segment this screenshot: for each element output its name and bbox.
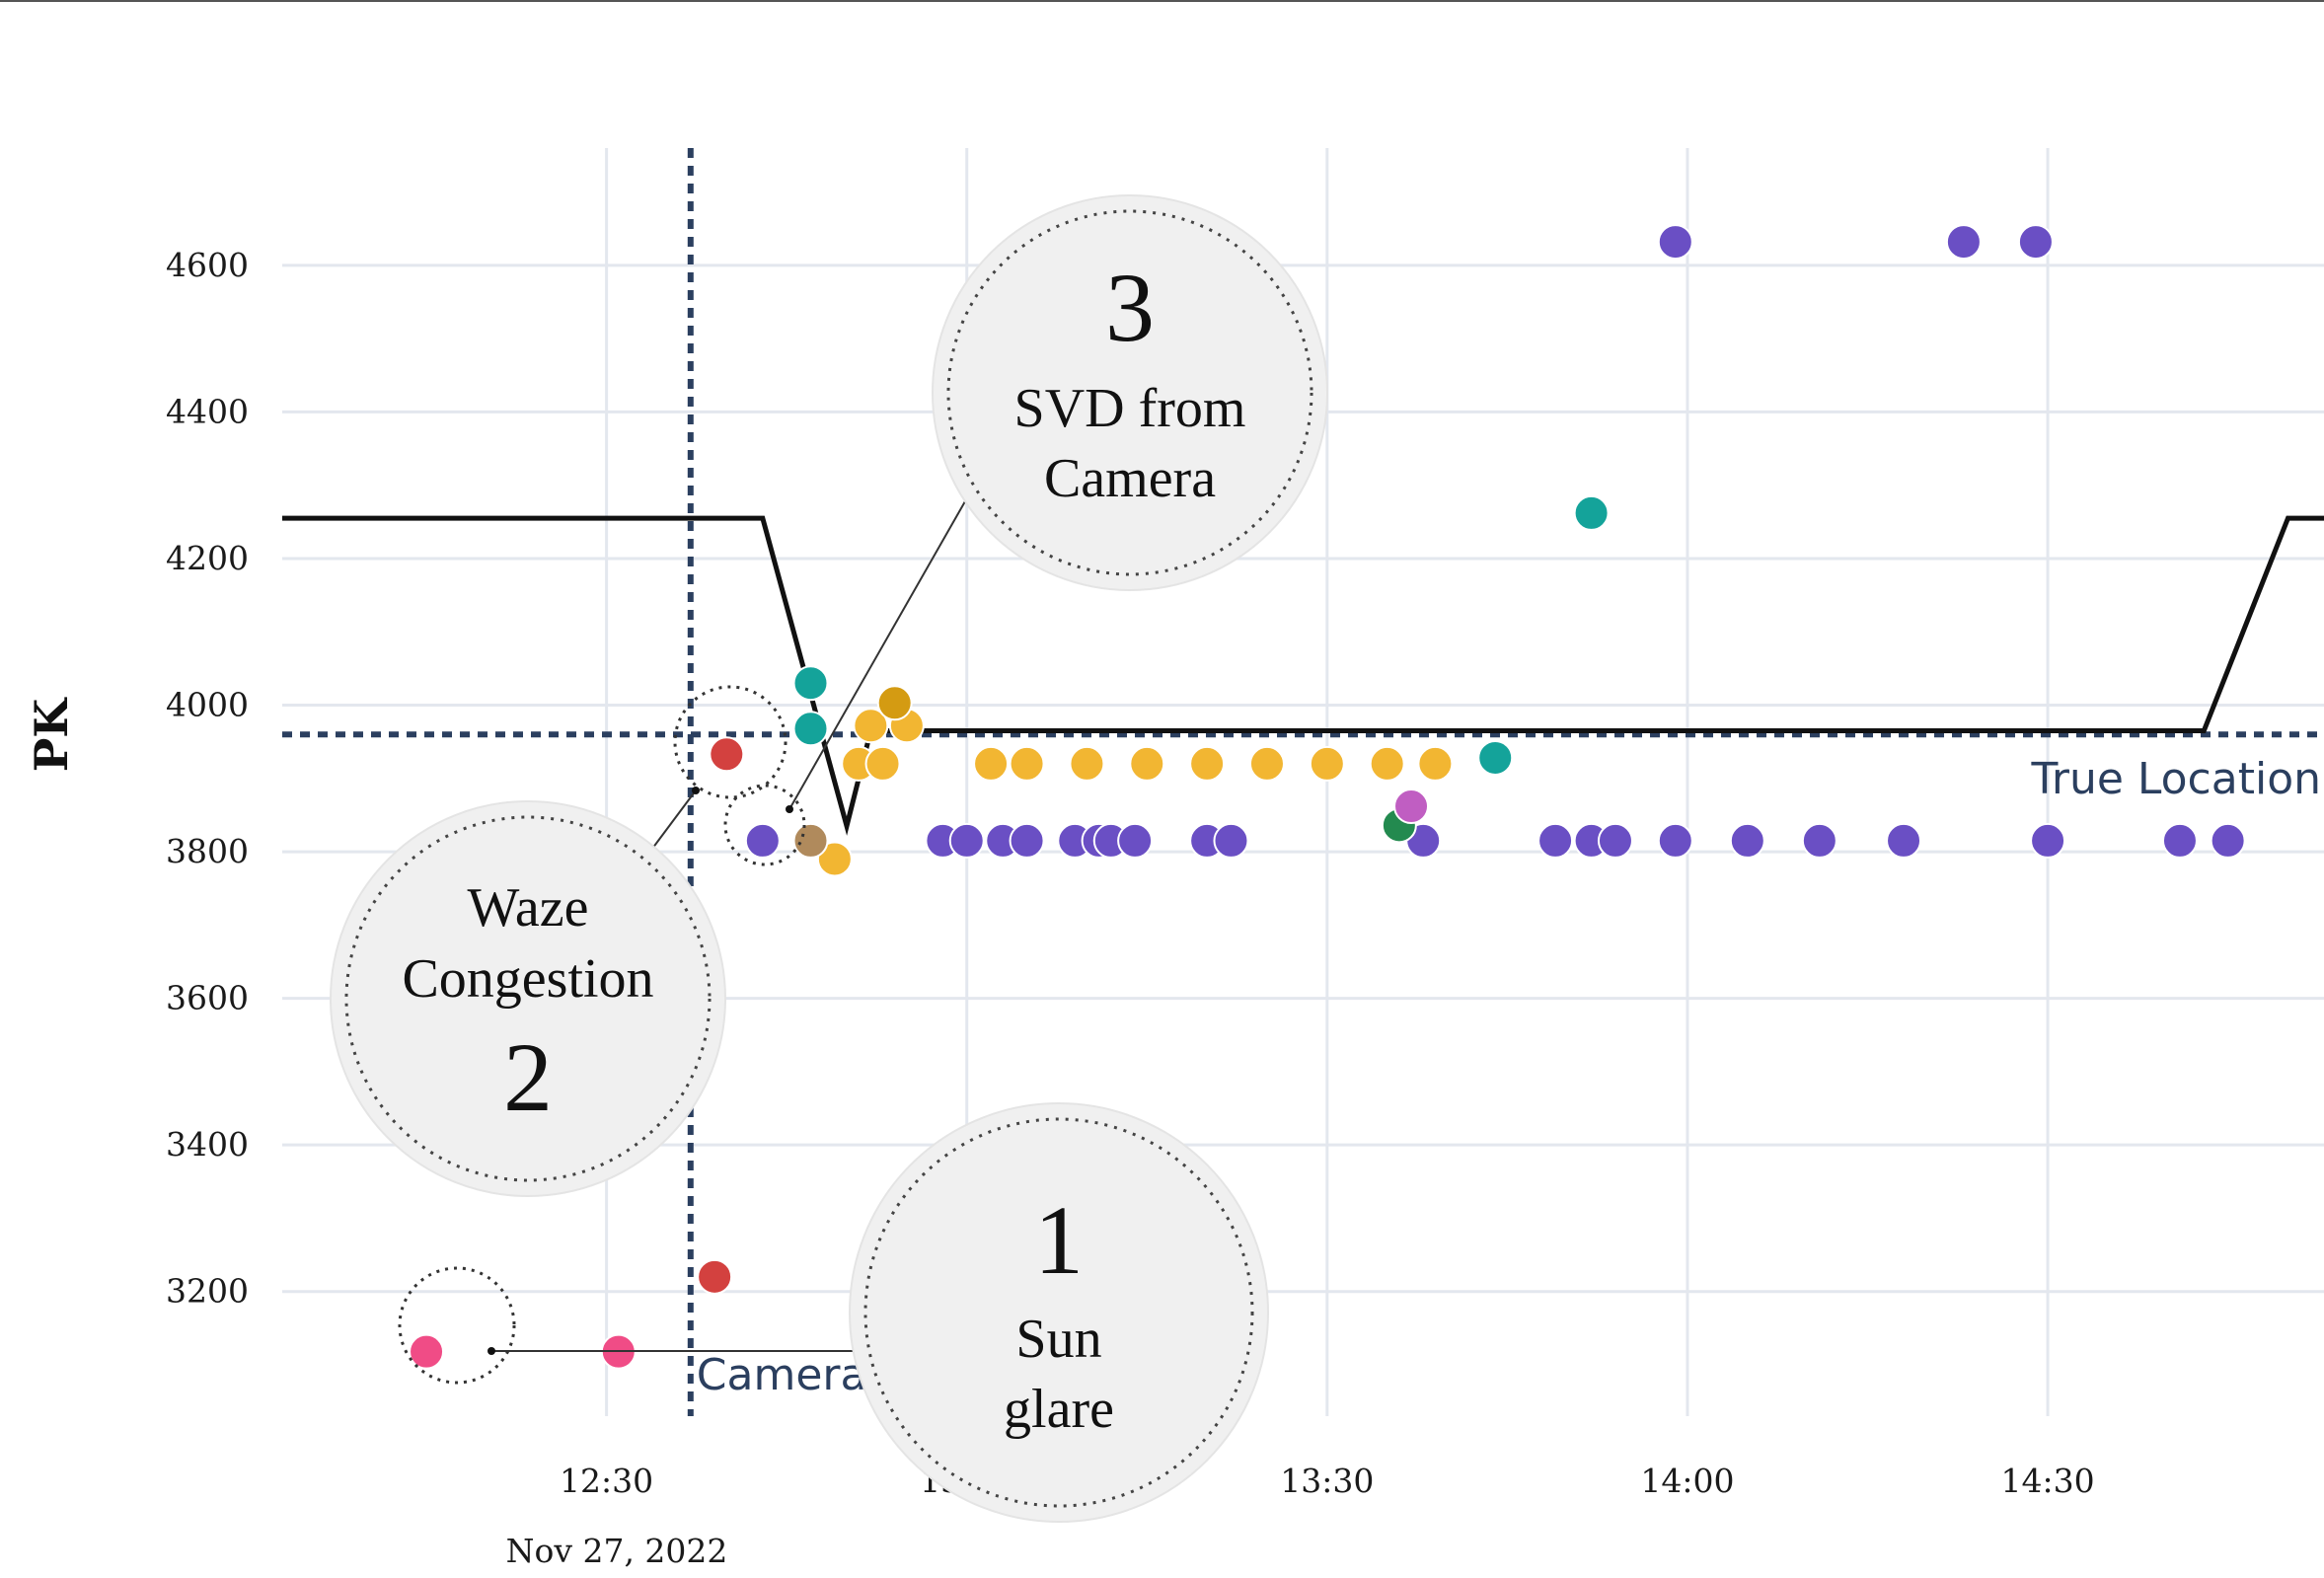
data-point-purple: [1659, 225, 1692, 259]
data-point-teal: [794, 712, 828, 745]
annotation-label: Waze: [468, 877, 589, 939]
data-point-teal: [794, 666, 828, 700]
annotation-label: Camera: [1044, 448, 1216, 509]
data-point-yellow: [866, 747, 900, 781]
x-tick-label: 14:30: [2001, 1462, 2095, 1500]
data-point-yellow: [1371, 747, 1404, 781]
series-track-line: [282, 518, 2324, 826]
data-point-red: [710, 737, 743, 771]
x-axis-date-label: Nov 27, 2022: [506, 1532, 728, 1570]
data-point-purple: [1947, 225, 1981, 259]
data-point-dark_yellow: [878, 686, 912, 719]
y-tick-label: 3200: [166, 1272, 249, 1311]
annotation-number: 2: [503, 1022, 553, 1132]
data-point-red: [698, 1260, 731, 1294]
annotation-label: Sun: [1015, 1309, 1101, 1370]
track-line: [282, 518, 2324, 826]
camera-reference-label: Camera: [697, 1350, 867, 1400]
y-tick-label: 3800: [166, 832, 249, 870]
data-point-purple: [1803, 824, 1837, 858]
data-point-teal: [1575, 496, 1609, 530]
x-tick-label: 13:30: [1280, 1462, 1374, 1500]
annotation-label: glare: [1004, 1379, 1114, 1440]
data-point-yellow: [1418, 747, 1452, 781]
data-point-yellow: [1130, 747, 1163, 781]
data-point-purple: [1731, 824, 1764, 858]
data-point-pink: [410, 1335, 443, 1369]
data-point-purple: [1887, 824, 1920, 858]
data-point-magenta: [1394, 789, 1428, 823]
data-point-purple: [2163, 824, 2197, 858]
true-location-reference-label: True Location: [2030, 754, 2321, 804]
y-tick-label: 3600: [166, 979, 249, 1017]
data-point-purple: [1659, 824, 1692, 858]
data-point-purple: [950, 824, 984, 858]
y-axis-label: PK: [25, 697, 78, 773]
data-point-yellow: [974, 747, 1008, 781]
connector-dot: [692, 787, 700, 794]
y-tick-label: 3400: [166, 1125, 249, 1164]
annotation-number: 1: [1034, 1185, 1084, 1295]
y-axis-ticks: 3200 3400 3600 3800 4000 4200 4400 4600: [166, 246, 249, 1311]
data-point-purple: [1599, 824, 1632, 858]
x-tick-label: 14:00: [1640, 1462, 1734, 1500]
data-point-yellow: [1311, 747, 1344, 781]
data-point-purple: [1538, 824, 1572, 858]
annotation-number: 3: [1105, 253, 1155, 362]
data-point-purple: [1214, 824, 1247, 858]
data-point-purple: [1118, 824, 1152, 858]
annotation-label: SVD from: [1014, 378, 1246, 439]
x-tick-label: 12:30: [560, 1462, 653, 1500]
annotation-label: Congestion: [402, 948, 653, 1010]
data-point-purple: [1011, 824, 1044, 858]
connector-dot: [487, 1347, 495, 1355]
data-point-yellow: [1011, 747, 1044, 781]
data-point-purple: [2212, 824, 2245, 858]
highlight-ring: [400, 1268, 514, 1383]
data-point-purple: [746, 824, 780, 858]
connector-dot: [786, 805, 793, 813]
y-tick-label: 4600: [166, 246, 249, 284]
y-tick-label: 4400: [166, 392, 249, 430]
data-point-brown: [794, 824, 828, 858]
y-tick-label: 4200: [166, 539, 249, 577]
data-point-yellow: [1070, 747, 1103, 781]
data-point-teal: [1478, 741, 1512, 775]
data-point-yellow: [1250, 747, 1284, 781]
data-point-purple: [2031, 824, 2064, 858]
data-point-purple: [2019, 225, 2053, 259]
data-point-yellow: [1190, 747, 1224, 781]
y-tick-label: 4000: [166, 686, 249, 724]
